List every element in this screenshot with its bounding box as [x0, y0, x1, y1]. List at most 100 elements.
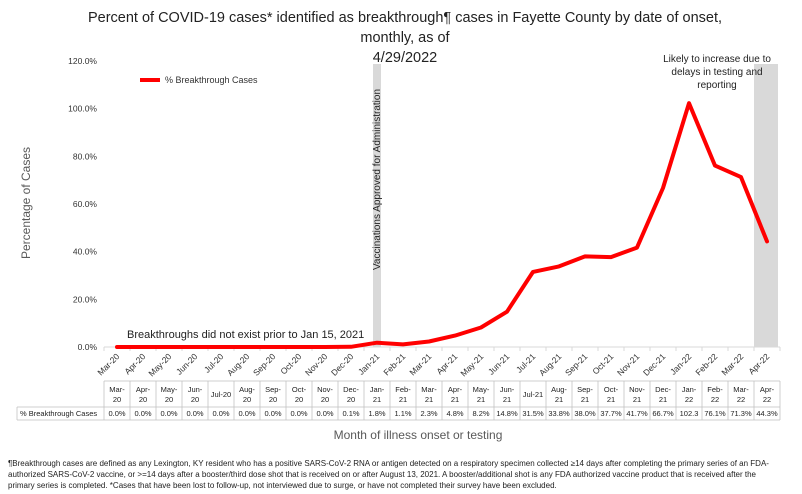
table-header-cell: Apr-: [448, 385, 463, 394]
table-header-cell: Oct-: [292, 385, 307, 394]
table-value-cell: 44.3%: [756, 409, 778, 418]
y-tick-label: 80.0%: [73, 151, 98, 161]
table-header-cell: Jan-: [682, 385, 697, 394]
table-header-cell: Jun-: [188, 385, 203, 394]
table-header-cell: Aug-: [239, 385, 255, 394]
table-value-cell: 4.8%: [446, 409, 463, 418]
table-header-cell: Jul-21: [523, 390, 543, 399]
x-tick-label: Aug-21: [537, 351, 564, 378]
table-header-cell: 21: [555, 395, 563, 404]
x-tick-label: Sep-20: [251, 351, 278, 378]
table-row-label: % Breakthrough Cases: [20, 409, 97, 418]
chart-title-line-1: Percent of COVID-19 cases* identified as…: [87, 10, 723, 46]
table-header-cell: Apr-: [136, 385, 151, 394]
table-header-cell: 20: [243, 395, 251, 404]
table-header-cell: 22: [763, 395, 771, 404]
x-tick-label: Jan-22: [668, 351, 694, 377]
table-header-cell: Jan-: [370, 385, 385, 394]
data-point: [376, 342, 378, 344]
data-point: [116, 346, 118, 348]
x-tick-label: Apr-21: [434, 351, 459, 376]
reporting-delay-annotation: delays in testing and: [671, 67, 762, 78]
table-value-cell: 0.0%: [186, 409, 203, 418]
table-value-cell: 66.7%: [652, 409, 674, 418]
data-point: [558, 265, 560, 267]
data-point: [324, 346, 326, 348]
x-tick-label: Apr-22: [746, 351, 771, 376]
data-point: [350, 346, 352, 348]
data-point: [688, 102, 690, 104]
x-tick-label: Nov-21: [615, 351, 642, 378]
table-value-cell: 41.7%: [626, 409, 648, 418]
x-tick-label: Feb-22: [693, 351, 719, 377]
legend-label: % Breakthrough Cases: [165, 75, 258, 85]
table-header-cell: Feb-: [707, 385, 723, 394]
table-header-cell: 20: [191, 395, 199, 404]
data-point: [168, 346, 170, 348]
data-point: [298, 346, 300, 348]
table-header-cell: Mar-: [421, 385, 437, 394]
data-point: [220, 346, 222, 348]
x-tick-label: Dec-20: [329, 351, 356, 378]
table-value-cell: 33.8%: [548, 409, 570, 418]
chart-title-line-2: 4/29/2022: [372, 50, 438, 66]
table-value-cell: 0.0%: [238, 409, 255, 418]
table-header-cell: Sep-: [265, 385, 281, 394]
x-axis-title: Month of illness onset or testing: [334, 428, 503, 442]
table-header-cell: Oct-: [604, 385, 619, 394]
x-tick-label: Nov-20: [303, 351, 330, 378]
shaded-bands: [373, 64, 778, 347]
x-tick-label: Apr-20: [122, 351, 147, 376]
table-header-cell: 21: [607, 395, 615, 404]
reporting-delay-annotation: reporting: [697, 80, 736, 91]
x-tick-label: Mar-20: [95, 351, 121, 377]
table-value-cell: 31.5%: [522, 409, 544, 418]
table-header-cell: 20: [165, 395, 173, 404]
table-header-cell: 20: [295, 395, 303, 404]
data-point: [636, 247, 638, 249]
table-header-cell: Apr-: [760, 385, 775, 394]
pre-vaccine-note: Breakthroughs did not exist prior to Jan…: [127, 329, 364, 341]
data-point: [584, 255, 586, 257]
table-header-cell: 20: [139, 395, 147, 404]
series-line-breakthrough: [115, 101, 769, 349]
table-value-cell: 0.1%: [342, 409, 359, 418]
table-value-cell: 71.3%: [730, 409, 752, 418]
table-header-cell: 20: [321, 395, 329, 404]
table-header-cell: 21: [633, 395, 641, 404]
y-tick-label: 120.0%: [68, 56, 97, 66]
table-header-cell: Jul-20: [211, 390, 231, 399]
x-tick-label: Mar-21: [407, 351, 433, 377]
y-tick-label: 40.0%: [73, 247, 98, 257]
table-value-cell: 76.1%: [704, 409, 726, 418]
table-header-cell: 20: [269, 395, 277, 404]
table-header-cell: Mar-: [733, 385, 749, 394]
reporting-delay-band: [754, 64, 778, 347]
data-point: [402, 343, 404, 345]
x-tick-label: Aug-20: [225, 351, 252, 378]
table-value-cell: 38.0%: [574, 409, 596, 418]
table-header-cell: 22: [711, 395, 719, 404]
table-value-cell: 1.8%: [368, 409, 385, 418]
table-header-cell: Mar-: [109, 385, 125, 394]
vaccination-band: [373, 64, 381, 347]
table-value-cell: 1.1%: [394, 409, 411, 418]
y-tick-label: 20.0%: [73, 294, 98, 304]
data-point: [142, 346, 144, 348]
table-header-cell: 22: [737, 395, 745, 404]
table-header-cell: 21: [425, 395, 433, 404]
vaccination-annotation: Vaccinations Approved for Administration: [372, 89, 383, 270]
reporting-delay-annotation: Likely to increase due to: [663, 54, 771, 65]
table-header-cell: Aug-: [551, 385, 567, 394]
table-header-cell: 21: [659, 395, 667, 404]
y-tick-label: 100.0%: [68, 104, 97, 114]
table-header-cell: Dec-: [655, 385, 671, 394]
table-header-cell: May-: [161, 385, 178, 394]
table-header-cell: 22: [685, 395, 693, 404]
footnote: ¶Breakthrough cases are defined as any L…: [8, 458, 794, 491]
legend: % Breakthrough Cases: [140, 75, 258, 85]
table-value-cell: 14.8%: [496, 409, 518, 418]
table-header-cell: 20: [347, 395, 355, 404]
table-value-cell: 0.0%: [134, 409, 151, 418]
